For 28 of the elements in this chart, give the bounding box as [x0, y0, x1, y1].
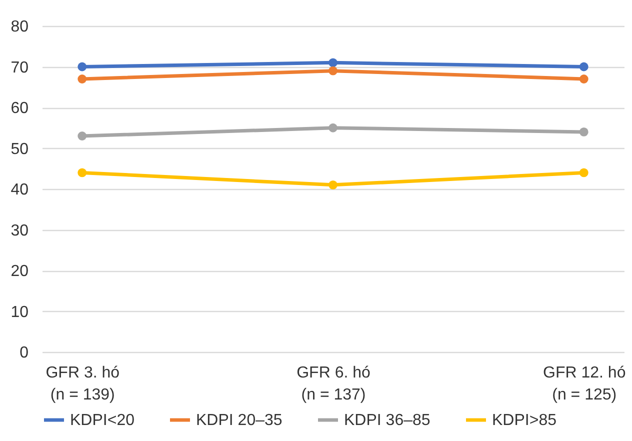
point — [78, 168, 87, 178]
point — [328, 66, 338, 76]
y-tick-label: 30 — [10, 222, 29, 240]
y-tick-label: 50 — [10, 140, 29, 158]
point — [328, 123, 338, 132]
point — [579, 62, 588, 72]
x-tick-label: GFR 12. hó (n = 125) — [543, 364, 626, 404]
point — [579, 74, 588, 84]
point — [78, 74, 87, 84]
point — [328, 58, 338, 68]
y-tick-label: 0 — [20, 344, 29, 362]
y-tick-label: 10 — [10, 304, 29, 321]
legend-label: KDPI 36–85 — [344, 412, 430, 429]
point — [579, 127, 588, 136]
y-tick-label: 80 — [10, 18, 29, 36]
y-tick-label: 20 — [10, 263, 29, 280]
y-tick-label: 70 — [10, 59, 29, 76]
point — [78, 62, 87, 72]
legend-label: KDPI<20 — [70, 412, 135, 429]
x-tick-label: GFR 3. hó (n = 139) — [46, 364, 120, 404]
point — [78, 132, 87, 140]
legend-label: KDPI 20–35 — [196, 412, 282, 429]
legend-label: KDPI>85 — [492, 412, 557, 429]
y-tick-label: 60 — [10, 100, 29, 117]
x-tick-label: GFR 6. hó (n = 137) — [296, 364, 370, 404]
point — [579, 168, 588, 178]
point — [328, 180, 338, 190]
y-tick-label: 40 — [10, 182, 29, 198]
